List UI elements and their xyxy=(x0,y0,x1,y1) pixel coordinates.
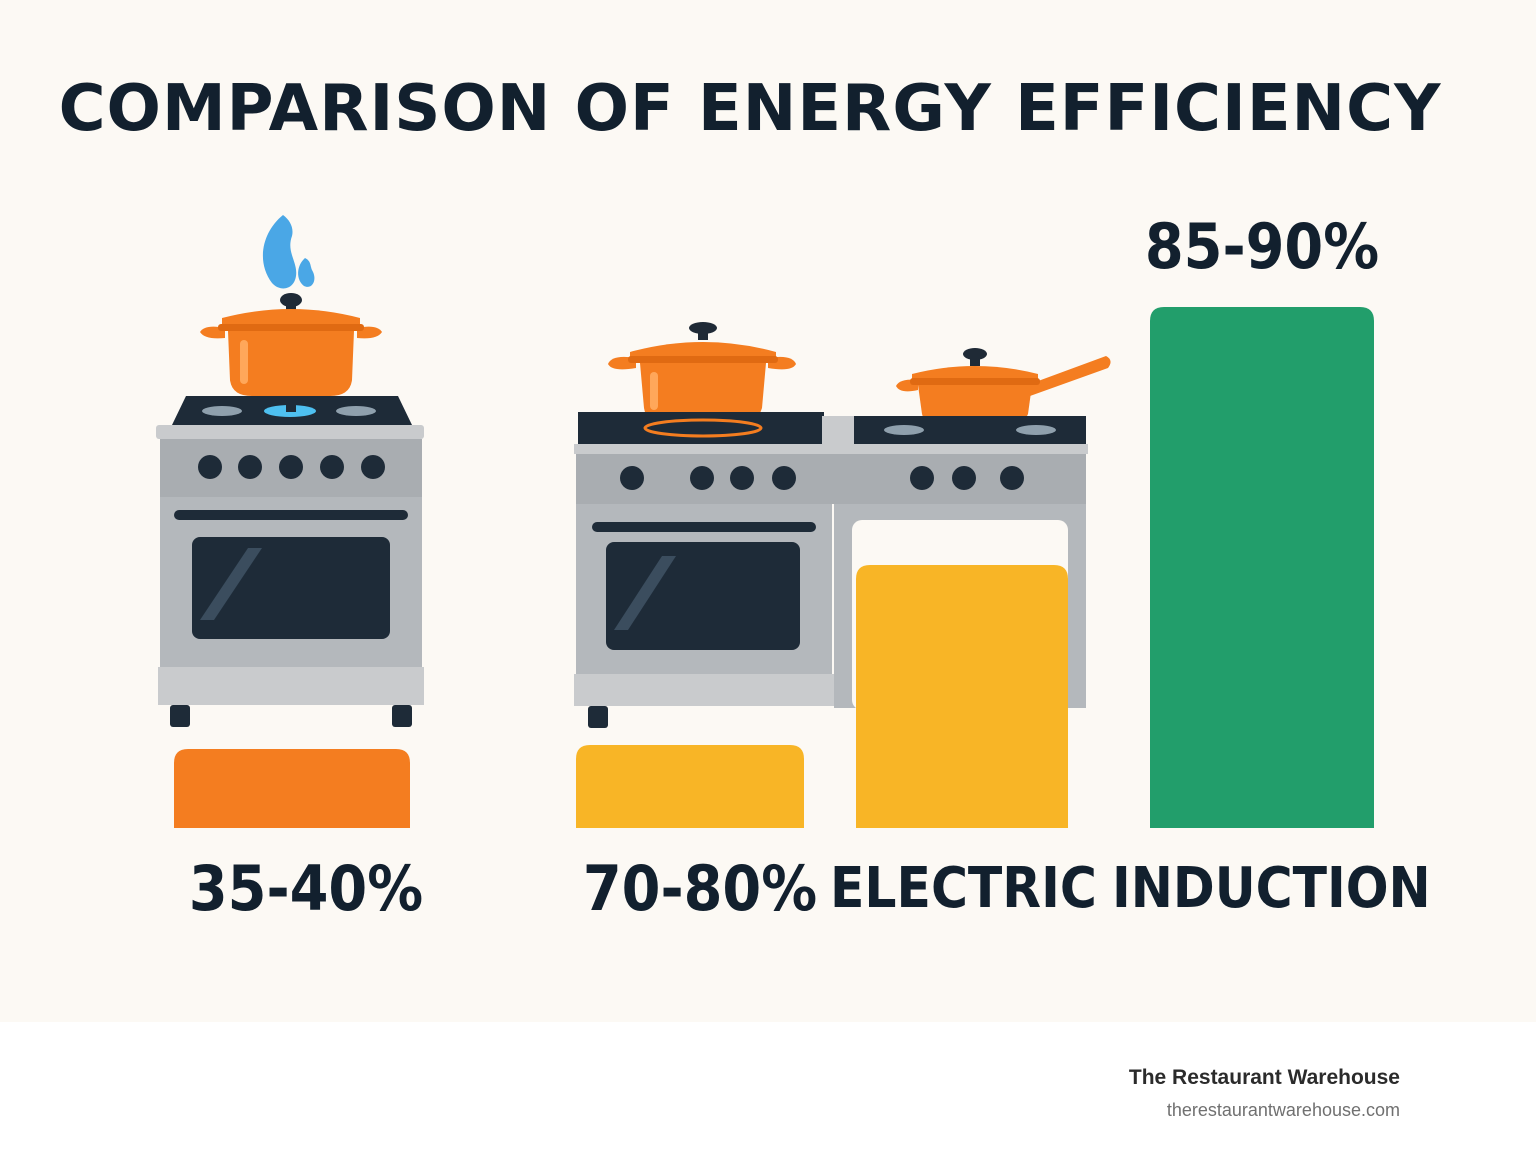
bar-gas xyxy=(174,749,410,828)
cooking-pot-icon xyxy=(608,322,796,422)
flame-icon xyxy=(262,215,315,289)
chart-area xyxy=(156,215,1374,828)
bar-value-label-induction: 85-90% xyxy=(1144,210,1380,283)
chart-title: COMPARISON OF ENERGY EFFICIENCY xyxy=(58,72,1442,146)
bar-induction xyxy=(1150,307,1374,828)
brand-url: therestaurantwarehouse.com xyxy=(1166,1100,1400,1120)
gas-stove-icon xyxy=(156,215,424,727)
category-label-electric: ELECTRIC xyxy=(830,856,1097,921)
bar-electric-small xyxy=(576,745,804,828)
bars-group xyxy=(174,307,1374,828)
category-label-induction: INDUCTION xyxy=(1112,856,1431,921)
brand-block: The Restaurant Warehouse therestaurantwa… xyxy=(1129,1066,1400,1121)
bar-electric xyxy=(856,565,1068,828)
saucepan-icon xyxy=(896,348,1111,424)
brand-name: The Restaurant Warehouse xyxy=(1128,1066,1400,1089)
footer: The Restaurant Warehouse therestaurantwa… xyxy=(0,1022,1536,1154)
bar-value-label-gas: 35-40% xyxy=(188,852,424,925)
bar-value-label-electric: 70-80% xyxy=(582,852,818,925)
cooking-pot-icon xyxy=(200,293,382,396)
